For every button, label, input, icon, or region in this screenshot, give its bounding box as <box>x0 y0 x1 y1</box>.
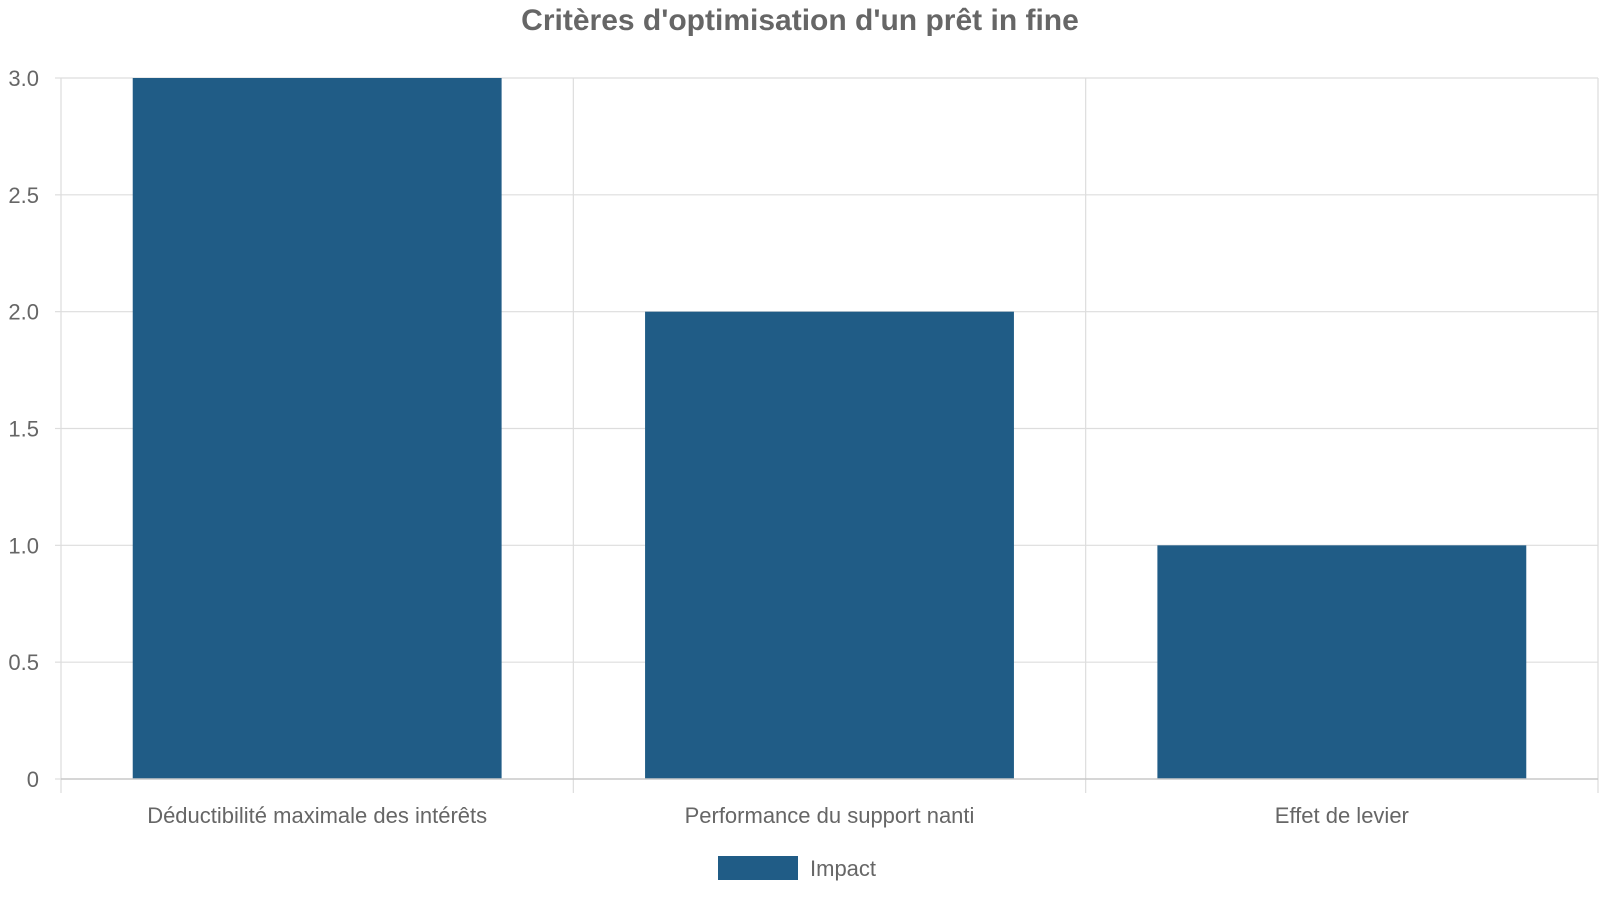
x-tick-label: Déductibilité maximale des intérêts <box>147 803 487 828</box>
y-tick-label: 1.0 <box>8 533 39 558</box>
bar[interactable] <box>132 78 502 779</box>
legend-swatch <box>718 856 798 880</box>
bar[interactable] <box>645 311 1014 779</box>
y-tick-label: 2.5 <box>8 183 39 208</box>
y-tick-label: 0.5 <box>8 650 39 675</box>
bars-layer <box>132 78 1527 779</box>
x-tick-label: Performance du support nanti <box>685 803 975 828</box>
axis-layer: 0 0.5 1.0 1.5 2.0 2.5 3.0 Déductibilité maximal… <box>8 66 1598 828</box>
bar[interactable] <box>1157 545 1527 779</box>
y-tick-label: 0 <box>27 767 39 792</box>
y-tick-label: 3.0 <box>8 66 39 91</box>
legend-label: Impact <box>810 856 876 881</box>
legend[interactable]: Impact <box>718 856 876 881</box>
y-tick-label: 2.0 <box>8 300 39 325</box>
chart-title: Critères d'optimisation d'un prêt in fin… <box>521 4 1079 37</box>
y-tick-label: 1.5 <box>8 417 39 442</box>
x-tick-label: Effet de levier <box>1275 803 1409 828</box>
